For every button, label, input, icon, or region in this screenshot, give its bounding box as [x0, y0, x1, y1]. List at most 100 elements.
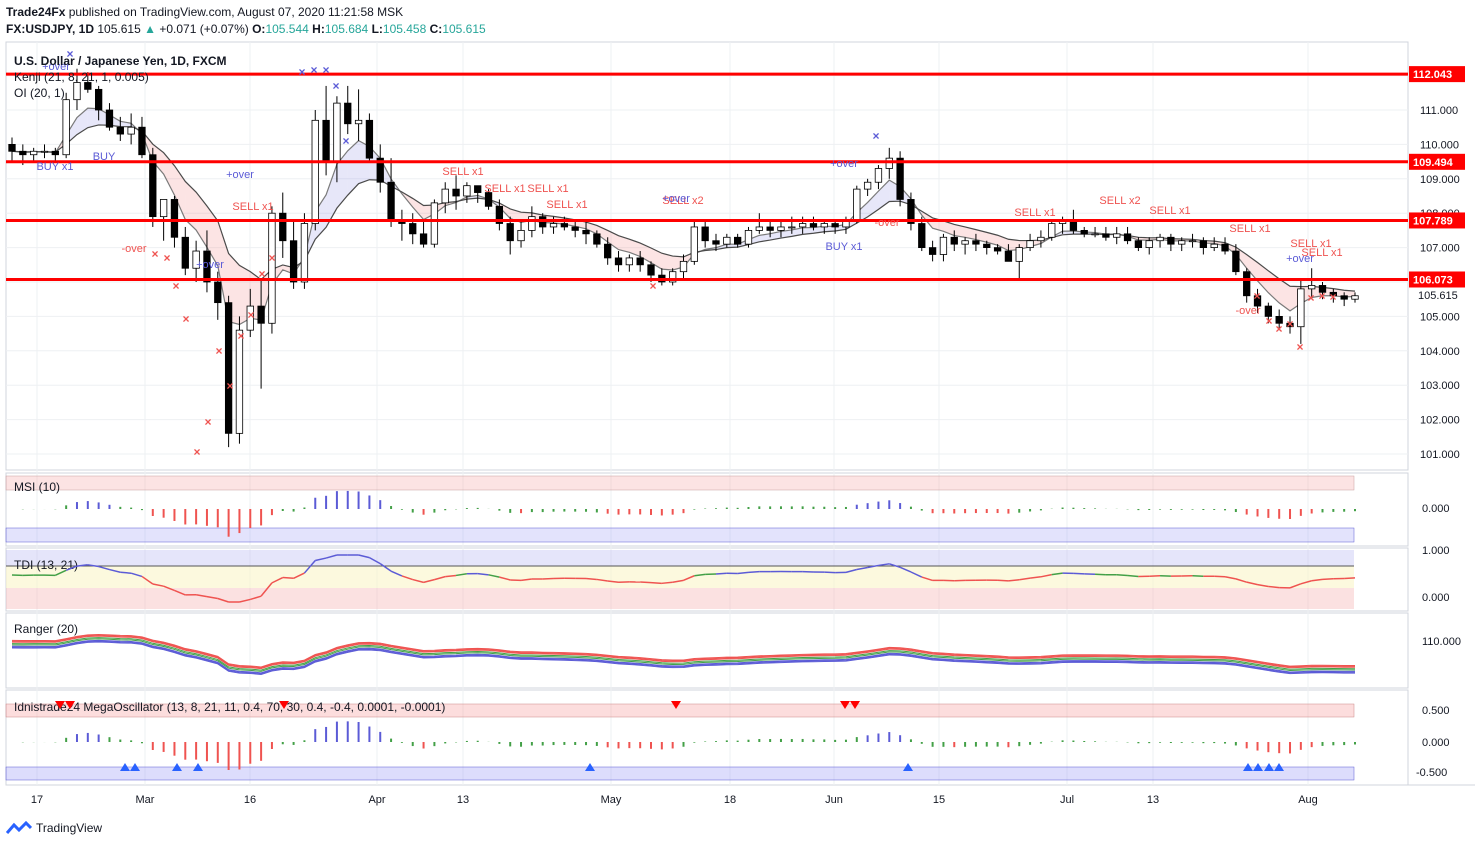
low-value: 105.458 — [382, 22, 427, 36]
x-tick-label: Aug — [1298, 794, 1318, 806]
tdi-segment — [1008, 578, 1020, 582]
signal-marker-icon: × — [1296, 340, 1303, 354]
candle-body — [1113, 233, 1121, 238]
tdi-segment — [390, 570, 403, 577]
cloud-segment — [661, 253, 673, 270]
candle-body — [1286, 322, 1294, 328]
tdi-segment — [488, 574, 500, 578]
tdi-segment — [672, 579, 684, 584]
candle-body — [950, 236, 958, 245]
cloud-segment — [802, 227, 814, 235]
buy-arrow-icon — [1253, 763, 1263, 771]
tdi-segment — [163, 585, 175, 592]
tdi-segment — [1224, 576, 1237, 580]
symbol-line[interactable]: FX:USDJPY, 1D — [6, 22, 95, 36]
ranger-band-line — [11, 634, 1356, 669]
cloud-segment — [120, 121, 132, 127]
tdi-segment — [1116, 574, 1128, 577]
level-tag-label: 106.073 — [1413, 274, 1453, 286]
close-label: C: — [429, 22, 443, 36]
tdi-segment — [640, 581, 652, 584]
signal-marker-icon: × — [151, 247, 158, 261]
candle-body — [387, 181, 395, 221]
signal-marker-icon: × — [268, 251, 275, 265]
buy-arrow-icon — [1243, 763, 1253, 771]
candle-body — [918, 223, 926, 249]
x-tick-label: 18 — [724, 794, 736, 806]
candle-body — [604, 243, 612, 259]
sell-arrow-icon — [671, 701, 681, 709]
candle-body — [874, 168, 883, 183]
candle-body — [755, 226, 763, 231]
main-pane-title: U.S. Dollar / Japanese Yen, 1D, FXCM — [14, 54, 227, 68]
candle-body — [333, 102, 341, 163]
candle-body — [1091, 233, 1099, 236]
sell-arrow-icon — [55, 701, 65, 709]
signal-marker-icon: × — [66, 47, 73, 61]
candle-body — [939, 236, 948, 255]
candle-body — [116, 126, 124, 135]
ranger-band-line — [11, 637, 1356, 671]
buy-arrow-icon — [193, 763, 203, 771]
candle-body — [181, 236, 189, 269]
close-value: 105.615 — [442, 22, 486, 36]
cloud-segment — [975, 229, 987, 243]
x-tick-label: 17 — [31, 794, 43, 806]
candle-body — [1243, 271, 1251, 297]
tdi-segment — [596, 578, 608, 582]
ranger-band-line — [11, 641, 1356, 676]
candle-body — [993, 247, 1002, 252]
candle-body — [8, 143, 16, 152]
tdi-segment — [1300, 580, 1312, 585]
y-tick-label: 107.000 — [1420, 243, 1460, 255]
candle-body — [441, 188, 449, 204]
y-tick-label: 111.000 — [1420, 105, 1458, 117]
signal-label: BUY x1 — [825, 241, 862, 253]
candle-body — [528, 216, 536, 231]
tdi-segment — [1192, 575, 1204, 578]
candle-body — [1351, 295, 1359, 300]
candle-body — [1221, 243, 1229, 252]
tdi-segment — [412, 578, 424, 584]
candle-body — [127, 126, 135, 135]
candle-body — [972, 240, 980, 245]
cloud-segment — [607, 230, 619, 250]
tdi-segment — [271, 576, 284, 584]
candle-body — [354, 119, 363, 125]
y-tick-label: 101.000 — [1420, 449, 1460, 461]
tdi-segment — [141, 575, 154, 585]
candle-body — [51, 150, 59, 156]
symbol-info: FX:USDJPY, 1D 105.615 ▲ +0.071 (+0.07%) … — [6, 22, 486, 36]
publisher-name[interactable]: Trade24Fx — [6, 5, 66, 19]
tdi-segment — [748, 570, 760, 574]
candle-body — [1210, 243, 1218, 249]
tdi-segment — [1029, 576, 1042, 579]
level-tag — [1409, 66, 1465, 83]
x-tick-label: 15 — [933, 794, 945, 806]
cloud-segment — [780, 229, 792, 239]
candle-body — [257, 305, 265, 324]
signal-marker-icon: × — [310, 63, 317, 77]
candle-body — [224, 302, 233, 434]
tdi-segment — [477, 572, 489, 576]
candle-body — [777, 226, 785, 231]
tdi-segment — [1214, 575, 1226, 578]
mega-tick-label: 0.500 — [1422, 705, 1450, 717]
tradingview-logo[interactable]: TradingView — [6, 821, 102, 835]
candle-body — [1275, 315, 1283, 324]
tdi-segment — [293, 572, 305, 579]
buy-arrow-icon — [1274, 763, 1284, 771]
signal-label: SELL x1 — [442, 166, 483, 178]
cloud-segment — [813, 226, 825, 234]
buy-arrow-icon — [172, 763, 182, 771]
cloud-segment — [412, 198, 424, 220]
tdi-segment — [98, 565, 110, 571]
ranger-band-line — [11, 639, 1356, 674]
signal-marker-icon: × — [1253, 289, 1260, 303]
tdi-segment — [889, 563, 901, 569]
cloud-segment — [1344, 290, 1355, 297]
candle-body — [279, 212, 287, 242]
signal-label: +over — [196, 259, 224, 271]
candle-body — [961, 240, 969, 245]
